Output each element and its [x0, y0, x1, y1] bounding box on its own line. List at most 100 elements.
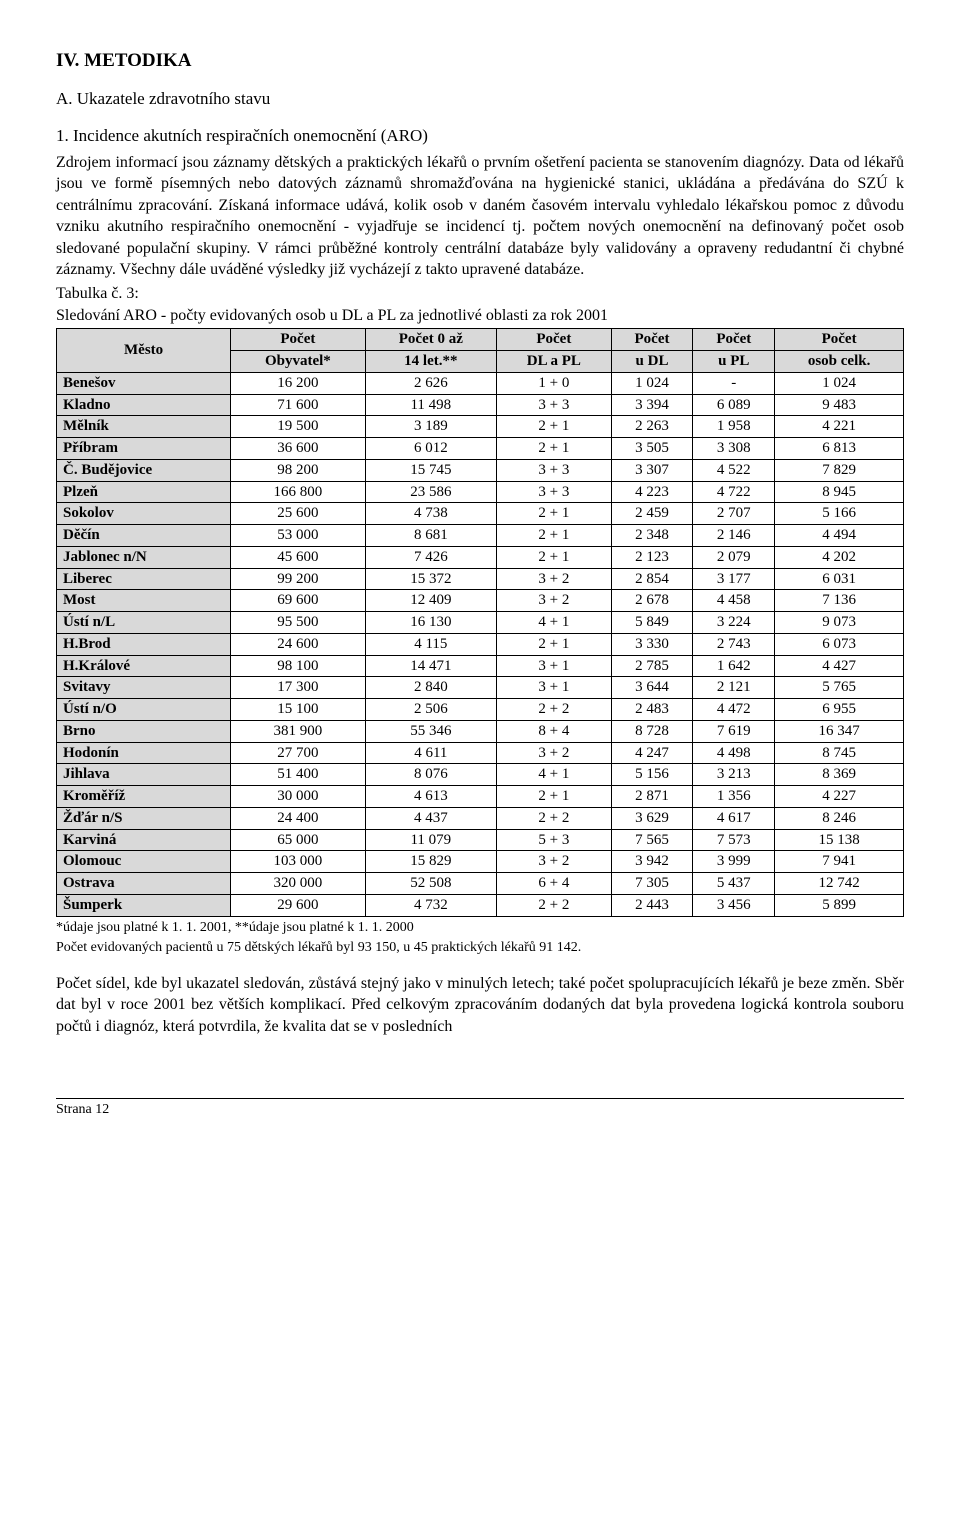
table-row: Hodonín27 7004 6113 + 24 2474 4988 745: [57, 742, 904, 764]
table-cell: 3 394: [611, 394, 693, 416]
table-row: Plzeň166 80023 5863 + 34 2234 7228 945: [57, 481, 904, 503]
subsection-heading: A. Ukazatele zdravotního stavu: [56, 88, 904, 111]
table-cell: Plzeň: [57, 481, 231, 503]
table-cell: 3 505: [611, 438, 693, 460]
table-cell: 98 200: [231, 459, 365, 481]
table-cell: 12 409: [365, 590, 497, 612]
table-row: Karviná65 00011 0795 + 37 5657 57315 138: [57, 829, 904, 851]
table-cell: 14 471: [365, 655, 497, 677]
table-cell: 15 100: [231, 699, 365, 721]
table-cell: 5 765: [775, 677, 904, 699]
table-cell: Kroměříž: [57, 786, 231, 808]
table-cell: 2 146: [693, 525, 775, 547]
table-cell: 2 854: [611, 568, 693, 590]
table-row: Žďár n/S24 4004 4372 + 23 6294 6178 246: [57, 807, 904, 829]
table-cell: 1 024: [611, 372, 693, 394]
table-cell: Šumperk: [57, 894, 231, 916]
col-mesto: Město: [57, 329, 231, 373]
table-cell: 3 + 1: [497, 677, 612, 699]
table-row: Kladno71 60011 4983 + 33 3946 0899 483: [57, 394, 904, 416]
col-obyv-1: Počet: [231, 329, 365, 351]
table-cell: 7 829: [775, 459, 904, 481]
table-row: Most69 60012 4093 + 22 6784 4587 136: [57, 590, 904, 612]
table-cell: 2 + 1: [497, 525, 612, 547]
table-cell: 36 600: [231, 438, 365, 460]
table-row: Svitavy17 3002 8403 + 13 6442 1215 765: [57, 677, 904, 699]
table-row: Č. Budějovice98 20015 7453 + 33 3074 522…: [57, 459, 904, 481]
table-row: Ostrava320 00052 5086 + 47 3055 43712 74…: [57, 873, 904, 895]
table-cell: 2 + 1: [497, 546, 612, 568]
table-cell: Svitavy: [57, 677, 231, 699]
table-row: Příbram36 6006 0122 + 13 5053 3086 813: [57, 438, 904, 460]
table-cell: 6 031: [775, 568, 904, 590]
table-cell: 2 506: [365, 699, 497, 721]
table-cell: 1 + 0: [497, 372, 612, 394]
table-cell: 3 + 3: [497, 459, 612, 481]
table-cell: 2 459: [611, 503, 693, 525]
table-cell: 4 223: [611, 481, 693, 503]
table-cell: 2 443: [611, 894, 693, 916]
table-cell: Příbram: [57, 438, 231, 460]
table-footnote-2: Počet evidovaných pacientů u 75 dětských…: [56, 939, 904, 957]
table-cell: Kladno: [57, 394, 231, 416]
table-cell: 2 121: [693, 677, 775, 699]
table-cell: 2 123: [611, 546, 693, 568]
table-cell: 25 600: [231, 503, 365, 525]
table-cell: 4 732: [365, 894, 497, 916]
table-cell: 6 073: [775, 633, 904, 655]
table-cell: 15 138: [775, 829, 904, 851]
table-cell: 2 263: [611, 416, 693, 438]
table-cell: 24 600: [231, 633, 365, 655]
table-cell: 19 500: [231, 416, 365, 438]
table-cell: 320 000: [231, 873, 365, 895]
table-cell: 2 + 2: [497, 894, 612, 916]
table-cell: 11 079: [365, 829, 497, 851]
table-cell: 24 400: [231, 807, 365, 829]
table-cell: 27 700: [231, 742, 365, 764]
table-cell: 3 644: [611, 677, 693, 699]
table-cell: 2 + 1: [497, 786, 612, 808]
table-cell: 8 745: [775, 742, 904, 764]
table-cell: 7 573: [693, 829, 775, 851]
table-cell: Ostrava: [57, 873, 231, 895]
table-cell: 3 213: [693, 764, 775, 786]
table-cell: 7 426: [365, 546, 497, 568]
table-row: Benešov16 2002 6261 + 01 024-1 024: [57, 372, 904, 394]
col-014-1: Počet 0 až: [365, 329, 497, 351]
table-cell: 52 508: [365, 873, 497, 895]
table-cell: 15 745: [365, 459, 497, 481]
table-cell: 3 + 1: [497, 655, 612, 677]
table-cell: Děčín: [57, 525, 231, 547]
table-cell: 4 437: [365, 807, 497, 829]
table-cell: 53 000: [231, 525, 365, 547]
table-cell: Brno: [57, 720, 231, 742]
col-celk-2: osob celk.: [775, 351, 904, 373]
table-cell: 2 626: [365, 372, 497, 394]
table-row: Kroměříž30 0004 6132 + 12 8711 3564 227: [57, 786, 904, 808]
table-cell: 8 076: [365, 764, 497, 786]
table-cell: 4 202: [775, 546, 904, 568]
table-cell: 166 800: [231, 481, 365, 503]
table-cell: 8 728: [611, 720, 693, 742]
table-cell: 3 942: [611, 851, 693, 873]
table-cell: 4 617: [693, 807, 775, 829]
table-cell: 3 + 2: [497, 590, 612, 612]
table-cell: Ústí n/L: [57, 612, 231, 634]
table-cell: 2 483: [611, 699, 693, 721]
table-cell: 9 073: [775, 612, 904, 634]
table-row: Mělník19 5003 1892 + 12 2631 9584 221: [57, 416, 904, 438]
table-cell: 3 629: [611, 807, 693, 829]
table-row: Ústí n/L95 50016 1304 + 15 8493 2249 073: [57, 612, 904, 634]
table-cell: 71 600: [231, 394, 365, 416]
table-cell: 103 000: [231, 851, 365, 873]
table-row: Liberec99 20015 3723 + 22 8543 1776 031: [57, 568, 904, 590]
table-cell: 2 743: [693, 633, 775, 655]
table-cell: 29 600: [231, 894, 365, 916]
table-cell: H.Králové: [57, 655, 231, 677]
table-cell: 3 + 3: [497, 394, 612, 416]
table-cell: Ústí n/O: [57, 699, 231, 721]
table-row: H.Brod24 6004 1152 + 13 3302 7436 073: [57, 633, 904, 655]
table-cell: 7 305: [611, 873, 693, 895]
col-udl-1: Počet: [611, 329, 693, 351]
table-cell: 98 100: [231, 655, 365, 677]
